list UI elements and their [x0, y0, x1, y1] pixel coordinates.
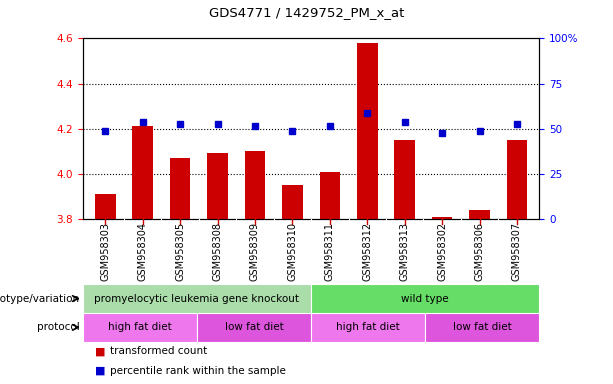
- Bar: [394, 140, 415, 219]
- Bar: [507, 140, 527, 219]
- Text: GSM958304: GSM958304: [138, 222, 148, 281]
- Bar: [197, 313, 311, 342]
- Bar: [425, 313, 539, 342]
- Bar: [319, 172, 340, 219]
- Bar: [132, 126, 153, 219]
- Text: high fat diet: high fat diet: [108, 322, 172, 333]
- Text: GSM958305: GSM958305: [175, 222, 185, 281]
- Text: GSM958309: GSM958309: [250, 222, 260, 281]
- Bar: [357, 43, 378, 219]
- Text: wild type: wild type: [402, 293, 449, 304]
- Bar: [432, 217, 452, 219]
- Text: GSM958303: GSM958303: [100, 222, 110, 281]
- Bar: [311, 284, 539, 313]
- Bar: [170, 158, 191, 219]
- Text: percentile rank within the sample: percentile rank within the sample: [110, 366, 286, 376]
- Text: ■: ■: [95, 346, 105, 356]
- Bar: [207, 154, 228, 219]
- Text: GSM958306: GSM958306: [474, 222, 484, 281]
- Text: GSM958307: GSM958307: [512, 222, 522, 281]
- Text: low fat diet: low fat diet: [224, 322, 283, 333]
- Text: ■: ■: [95, 366, 105, 376]
- Bar: [83, 284, 311, 313]
- Bar: [245, 151, 265, 219]
- Text: GSM958313: GSM958313: [400, 222, 409, 281]
- Text: transformed count: transformed count: [110, 346, 208, 356]
- Text: genotype/variation: genotype/variation: [0, 293, 80, 304]
- Bar: [311, 313, 425, 342]
- Text: GSM958308: GSM958308: [213, 222, 223, 281]
- Bar: [282, 185, 303, 219]
- Bar: [83, 313, 197, 342]
- Text: GSM958302: GSM958302: [437, 222, 447, 281]
- Text: protocol: protocol: [37, 322, 80, 333]
- Text: GSM958311: GSM958311: [325, 222, 335, 281]
- Text: GDS4771 / 1429752_PM_x_at: GDS4771 / 1429752_PM_x_at: [209, 6, 404, 19]
- Text: GSM958312: GSM958312: [362, 222, 372, 281]
- Text: promyelocytic leukemia gene knockout: promyelocytic leukemia gene knockout: [94, 293, 299, 304]
- Bar: [95, 194, 115, 219]
- Bar: [470, 210, 490, 219]
- Text: high fat diet: high fat diet: [337, 322, 400, 333]
- Text: GSM958310: GSM958310: [287, 222, 297, 281]
- Text: low fat diet: low fat diet: [453, 322, 512, 333]
